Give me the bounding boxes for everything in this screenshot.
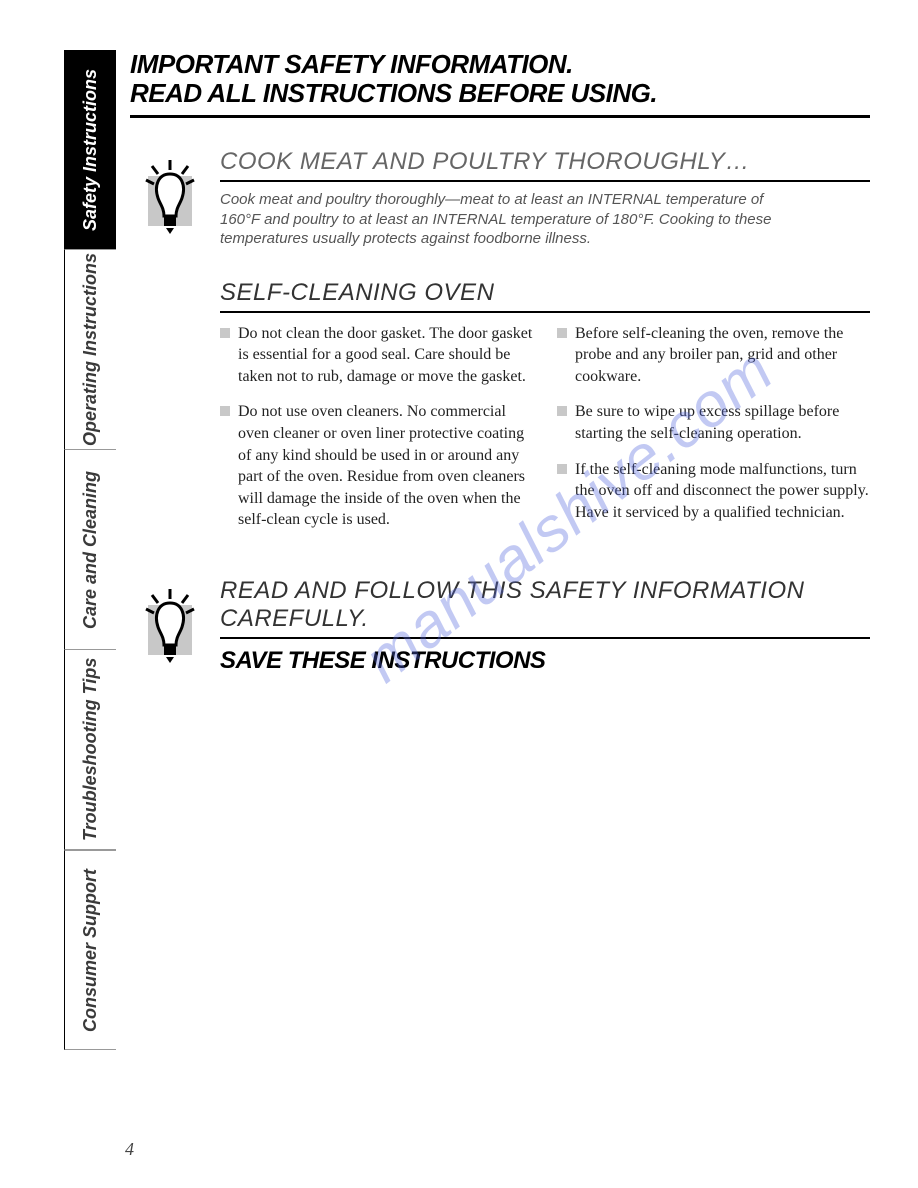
sidebar-tabs: Safety Instructions Operating Instructio… xyxy=(64,50,116,1050)
page-number: 4 xyxy=(125,1139,134,1160)
page-content: IMPORTANT SAFETY INFORMATION. READ ALL I… xyxy=(130,50,870,705)
cook-heading: COOK MEAT AND POULTRY THOROUGHLY… xyxy=(220,148,870,182)
bullet-text: Before self-cleaning the oven, remove th… xyxy=(575,323,870,388)
bullet-icon xyxy=(220,406,230,416)
cook-section: COOK MEAT AND POULTRY THOROUGHLY… Cook m… xyxy=(130,148,870,249)
bullet-icon xyxy=(557,328,567,338)
cook-body-text: Cook meat and poultry thoroughly—meat to… xyxy=(220,190,800,249)
list-item: Do not use oven cleaners. No commercial … xyxy=(220,401,533,531)
bullet-icon xyxy=(557,464,567,474)
main-heading: IMPORTANT SAFETY INFORMATION. READ ALL I… xyxy=(130,50,870,118)
save-subheading: SAVE THESE INSTRUCTIONS xyxy=(220,647,870,675)
tab-safety-instructions[interactable]: Safety Instructions xyxy=(64,50,116,250)
list-item: Before self-cleaning the oven, remove th… xyxy=(557,323,870,388)
bullet-icon xyxy=(220,328,230,338)
save-section: READ AND FOLLOW THIS SAFETY INFORMATION … xyxy=(130,577,870,675)
tab-troubleshooting-tips[interactable]: Troubleshooting Tips xyxy=(64,650,116,850)
lightbulb-icon xyxy=(130,577,210,667)
tab-care-and-cleaning[interactable]: Care and Cleaning xyxy=(64,450,116,650)
bullet-text: Be sure to wipe up excess spillage befor… xyxy=(575,401,870,444)
tab-consumer-support[interactable]: Consumer Support xyxy=(64,850,116,1050)
main-heading-line1: IMPORTANT SAFETY INFORMATION. xyxy=(130,49,573,79)
bullet-icon xyxy=(557,406,567,416)
selfclean-section: SELF-CLEANING OVEN Do not clean the door… xyxy=(220,279,870,545)
save-heading: READ AND FOLLOW THIS SAFETY INFORMATION … xyxy=(220,577,870,639)
bullet-text: Do not clean the door gasket. The door g… xyxy=(238,323,533,388)
tab-operating-instructions[interactable]: Operating Instructions xyxy=(64,250,116,450)
lightbulb-icon xyxy=(130,148,210,238)
selfclean-left-column: Do not clean the door gasket. The door g… xyxy=(220,323,533,545)
main-heading-line2: READ ALL INSTRUCTIONS BEFORE USING. xyxy=(130,78,657,108)
selfclean-heading: SELF-CLEANING OVEN xyxy=(220,279,870,313)
list-item: Do not clean the door gasket. The door g… xyxy=(220,323,533,388)
selfclean-right-column: Before self-cleaning the oven, remove th… xyxy=(557,323,870,545)
bullet-text: If the self-cleaning mode malfunctions, … xyxy=(575,459,870,524)
list-item: If the self-cleaning mode malfunctions, … xyxy=(557,459,870,524)
bullet-text: Do not use oven cleaners. No commercial … xyxy=(238,401,533,531)
list-item: Be sure to wipe up excess spillage befor… xyxy=(557,401,870,444)
